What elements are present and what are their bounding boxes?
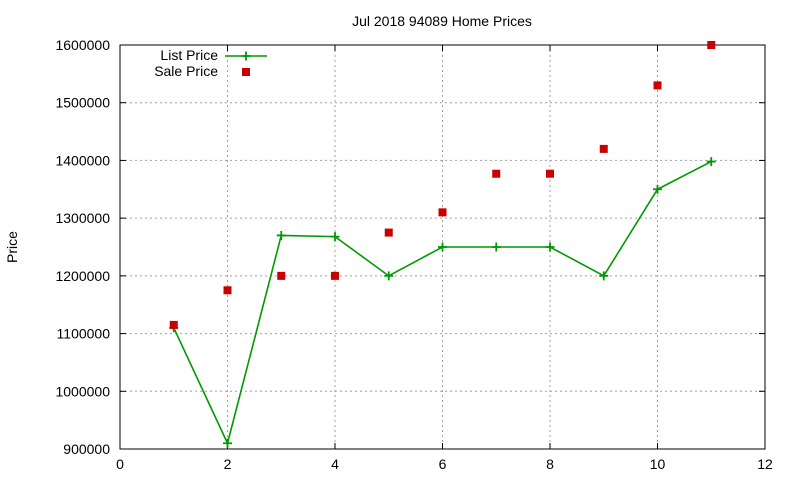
sale-price-point — [599, 144, 608, 153]
x-tick-label: 10 — [650, 456, 666, 472]
y-tick-label: 900000 — [63, 441, 110, 457]
x-tick-label: 4 — [331, 456, 339, 472]
list-price-point — [491, 242, 501, 252]
x-tick-label: 6 — [439, 456, 447, 472]
y-tick-label: 1100000 — [57, 326, 111, 342]
sale-price-point — [331, 271, 339, 280]
y-tick-label: 1200000 — [55, 268, 110, 284]
y-tick-label: 1000000 — [55, 383, 110, 399]
sale-price-point — [546, 169, 554, 178]
list-price-point — [384, 271, 394, 281]
legend-plus-swatch — [241, 51, 251, 61]
sale-price-point — [223, 286, 232, 295]
sale-price-point — [277, 271, 286, 280]
y-axis-label: Price — [4, 231, 20, 263]
x-tick-label: 0 — [116, 456, 124, 472]
list-price-point — [223, 438, 232, 448]
list-price-point — [599, 271, 609, 281]
legend-label: Sale Price — [154, 63, 218, 79]
list-price-point — [330, 232, 340, 242]
sale-price-point — [653, 81, 662, 90]
list-price-point — [276, 230, 286, 240]
sale-price-point — [707, 41, 716, 49]
x-tick-label: 12 — [757, 456, 773, 472]
list-price-point — [706, 157, 716, 167]
series-layer — [169, 41, 716, 448]
sale-price-point — [438, 208, 447, 217]
x-tick-label: 2 — [224, 456, 232, 472]
list-price-point — [653, 184, 662, 194]
y-tick-label: 1600000 — [55, 37, 110, 53]
x-tick-label: 8 — [546, 456, 554, 472]
y-tick-label: 1500000 — [55, 95, 110, 111]
chart-title: Jul 2018 94089 Home Prices — [352, 13, 532, 29]
sale-price-point — [169, 320, 178, 329]
sale-price-point — [384, 228, 393, 237]
plot-frame — [119, 44, 766, 450]
list-price-point — [545, 242, 555, 252]
sale-price-point — [492, 169, 501, 178]
legend-label: List Price — [160, 47, 218, 63]
legend-square-swatch — [242, 68, 250, 76]
y-tick-label: 1400000 — [55, 152, 110, 168]
y-tick-label: 1300000 — [55, 210, 110, 226]
list-price-point — [438, 242, 447, 252]
